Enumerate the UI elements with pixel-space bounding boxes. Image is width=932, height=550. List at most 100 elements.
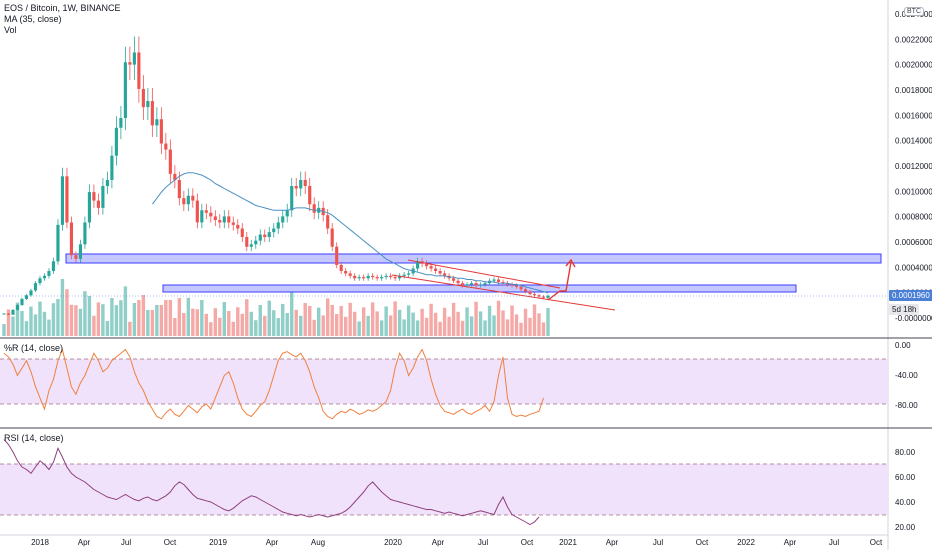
- candle-body: [51, 261, 56, 272]
- wr-tick-label: -80.00: [895, 401, 918, 410]
- symbol-title[interactable]: EOS / Bitcoin, 1W, BINANCE: [4, 3, 121, 13]
- volume-bar: [236, 307, 240, 336]
- volume-bar: [447, 316, 451, 336]
- price-tick-label: 0.0004000: [895, 263, 932, 272]
- candle-body: [78, 244, 83, 259]
- candle-body: [546, 295, 550, 298]
- wr-axis-ticks: 0.00 -40.00 -80.00: [895, 341, 918, 410]
- price-axis-ticks: 0.00240000.00220000.00200000.00180000.00…: [895, 10, 932, 323]
- candle-body: [276, 222, 280, 229]
- candle-body: [294, 186, 298, 189]
- ma-legend[interactable]: MA (35, close): [4, 14, 62, 24]
- volume-bar: [159, 305, 164, 336]
- candle-body: [438, 271, 442, 274]
- volume-bar: [411, 312, 415, 336]
- volume-bar: [240, 313, 244, 336]
- volume-bar: [69, 304, 74, 336]
- candle-body: [6, 313, 11, 315]
- volume-bar: [11, 316, 15, 336]
- time-tick-label: Apr: [266, 538, 279, 547]
- candle-body: [2, 313, 6, 315]
- volume-bar: [334, 314, 339, 336]
- volume-bar: [429, 303, 433, 336]
- trendline-lower: [391, 274, 616, 311]
- candle-body: [186, 195, 190, 205]
- candle-body: [15, 305, 20, 310]
- volume-bar: [487, 305, 492, 336]
- volume-bar: [218, 317, 222, 336]
- candle-body: [299, 179, 303, 189]
- candle-body: [83, 222, 87, 245]
- volume-bar: [469, 316, 474, 336]
- volume-bar: [96, 302, 101, 336]
- candle-body: [137, 52, 141, 89]
- candlesticks: [2, 36, 550, 316]
- volume-bar: [60, 279, 65, 336]
- candle-body: [42, 275, 47, 279]
- candle-body: [56, 224, 60, 262]
- rsi-panel: [0, 439, 888, 526]
- candle-body: [519, 286, 523, 290]
- price-tick-label: 0.0014000: [895, 137, 932, 146]
- volume-bar: [146, 310, 150, 336]
- volume-bar: [388, 315, 393, 336]
- candle-body: [523, 289, 528, 292]
- volume-bar: [492, 315, 496, 336]
- volume-bar: [267, 300, 271, 336]
- candle-body: [146, 101, 150, 108]
- volume-bar: [191, 308, 195, 336]
- candle-body: [384, 275, 388, 278]
- volume-bar: [303, 303, 307, 336]
- wr-legend[interactable]: %R (14, close): [4, 343, 64, 353]
- resistance-zone-upper: [65, 253, 882, 264]
- candle-body: [335, 246, 339, 265]
- candle-body: [483, 283, 487, 285]
- volume-bar: [128, 321, 132, 336]
- candle-body: [416, 261, 420, 269]
- volume-bar: [460, 320, 465, 336]
- time-axis-ticks[interactable]: 2018 Apr Jul Oct 2019 Apr Aug 2020 Apr Jul Oct 2021…: [31, 538, 883, 547]
- volume-bar: [420, 308, 424, 336]
- volume-bar: [375, 311, 379, 336]
- rsi-legend[interactable]: RSI (14, close): [4, 433, 64, 443]
- volume-bar: [263, 315, 267, 336]
- time-tick-label: Apr: [78, 538, 91, 547]
- volume-bar: [519, 322, 523, 336]
- volume-bar: [204, 313, 209, 336]
- candle-body: [326, 215, 330, 229]
- volume-bar: [276, 318, 280, 336]
- price-tick-label: 0.0018000: [895, 86, 932, 95]
- volume-bar: [231, 321, 235, 336]
- candle-body: [492, 279, 496, 281]
- price-tick-label: 0.0016000: [895, 111, 932, 120]
- volume-bar: [397, 309, 402, 336]
- last-price-tag: 0.0001960: [889, 290, 932, 301]
- rsi-tick-label: 60.00: [895, 473, 916, 482]
- volume-bar: [119, 300, 123, 336]
- time-tick-label: Oct: [164, 538, 177, 547]
- candle-body: [389, 275, 393, 278]
- time-tick-label: Aug: [311, 538, 325, 547]
- candle-body: [168, 149, 172, 174]
- candle-body: [348, 273, 352, 276]
- volume-bar: [514, 314, 519, 336]
- candle-body: [290, 186, 294, 211]
- volume-bar: [370, 302, 375, 336]
- candle-body: [47, 271, 51, 276]
- currency-badge[interactable]: BTC: [904, 7, 924, 16]
- volume-bar: [245, 299, 249, 336]
- volume-bar: [2, 324, 6, 336]
- time-tick-label: 2021: [559, 538, 577, 547]
- candle-body: [469, 283, 474, 285]
- candle-body: [532, 294, 537, 296]
- candle-body: [123, 62, 127, 119]
- volume-legend[interactable]: Vol: [4, 25, 17, 35]
- volume-bar: [361, 307, 366, 336]
- candle-body: [429, 266, 433, 269]
- volume-bar: [546, 308, 550, 336]
- candle-body: [33, 283, 38, 291]
- volume-bar: [523, 308, 528, 336]
- volume-bar: [532, 304, 537, 336]
- price-tick-label: 0.0012000: [895, 162, 932, 171]
